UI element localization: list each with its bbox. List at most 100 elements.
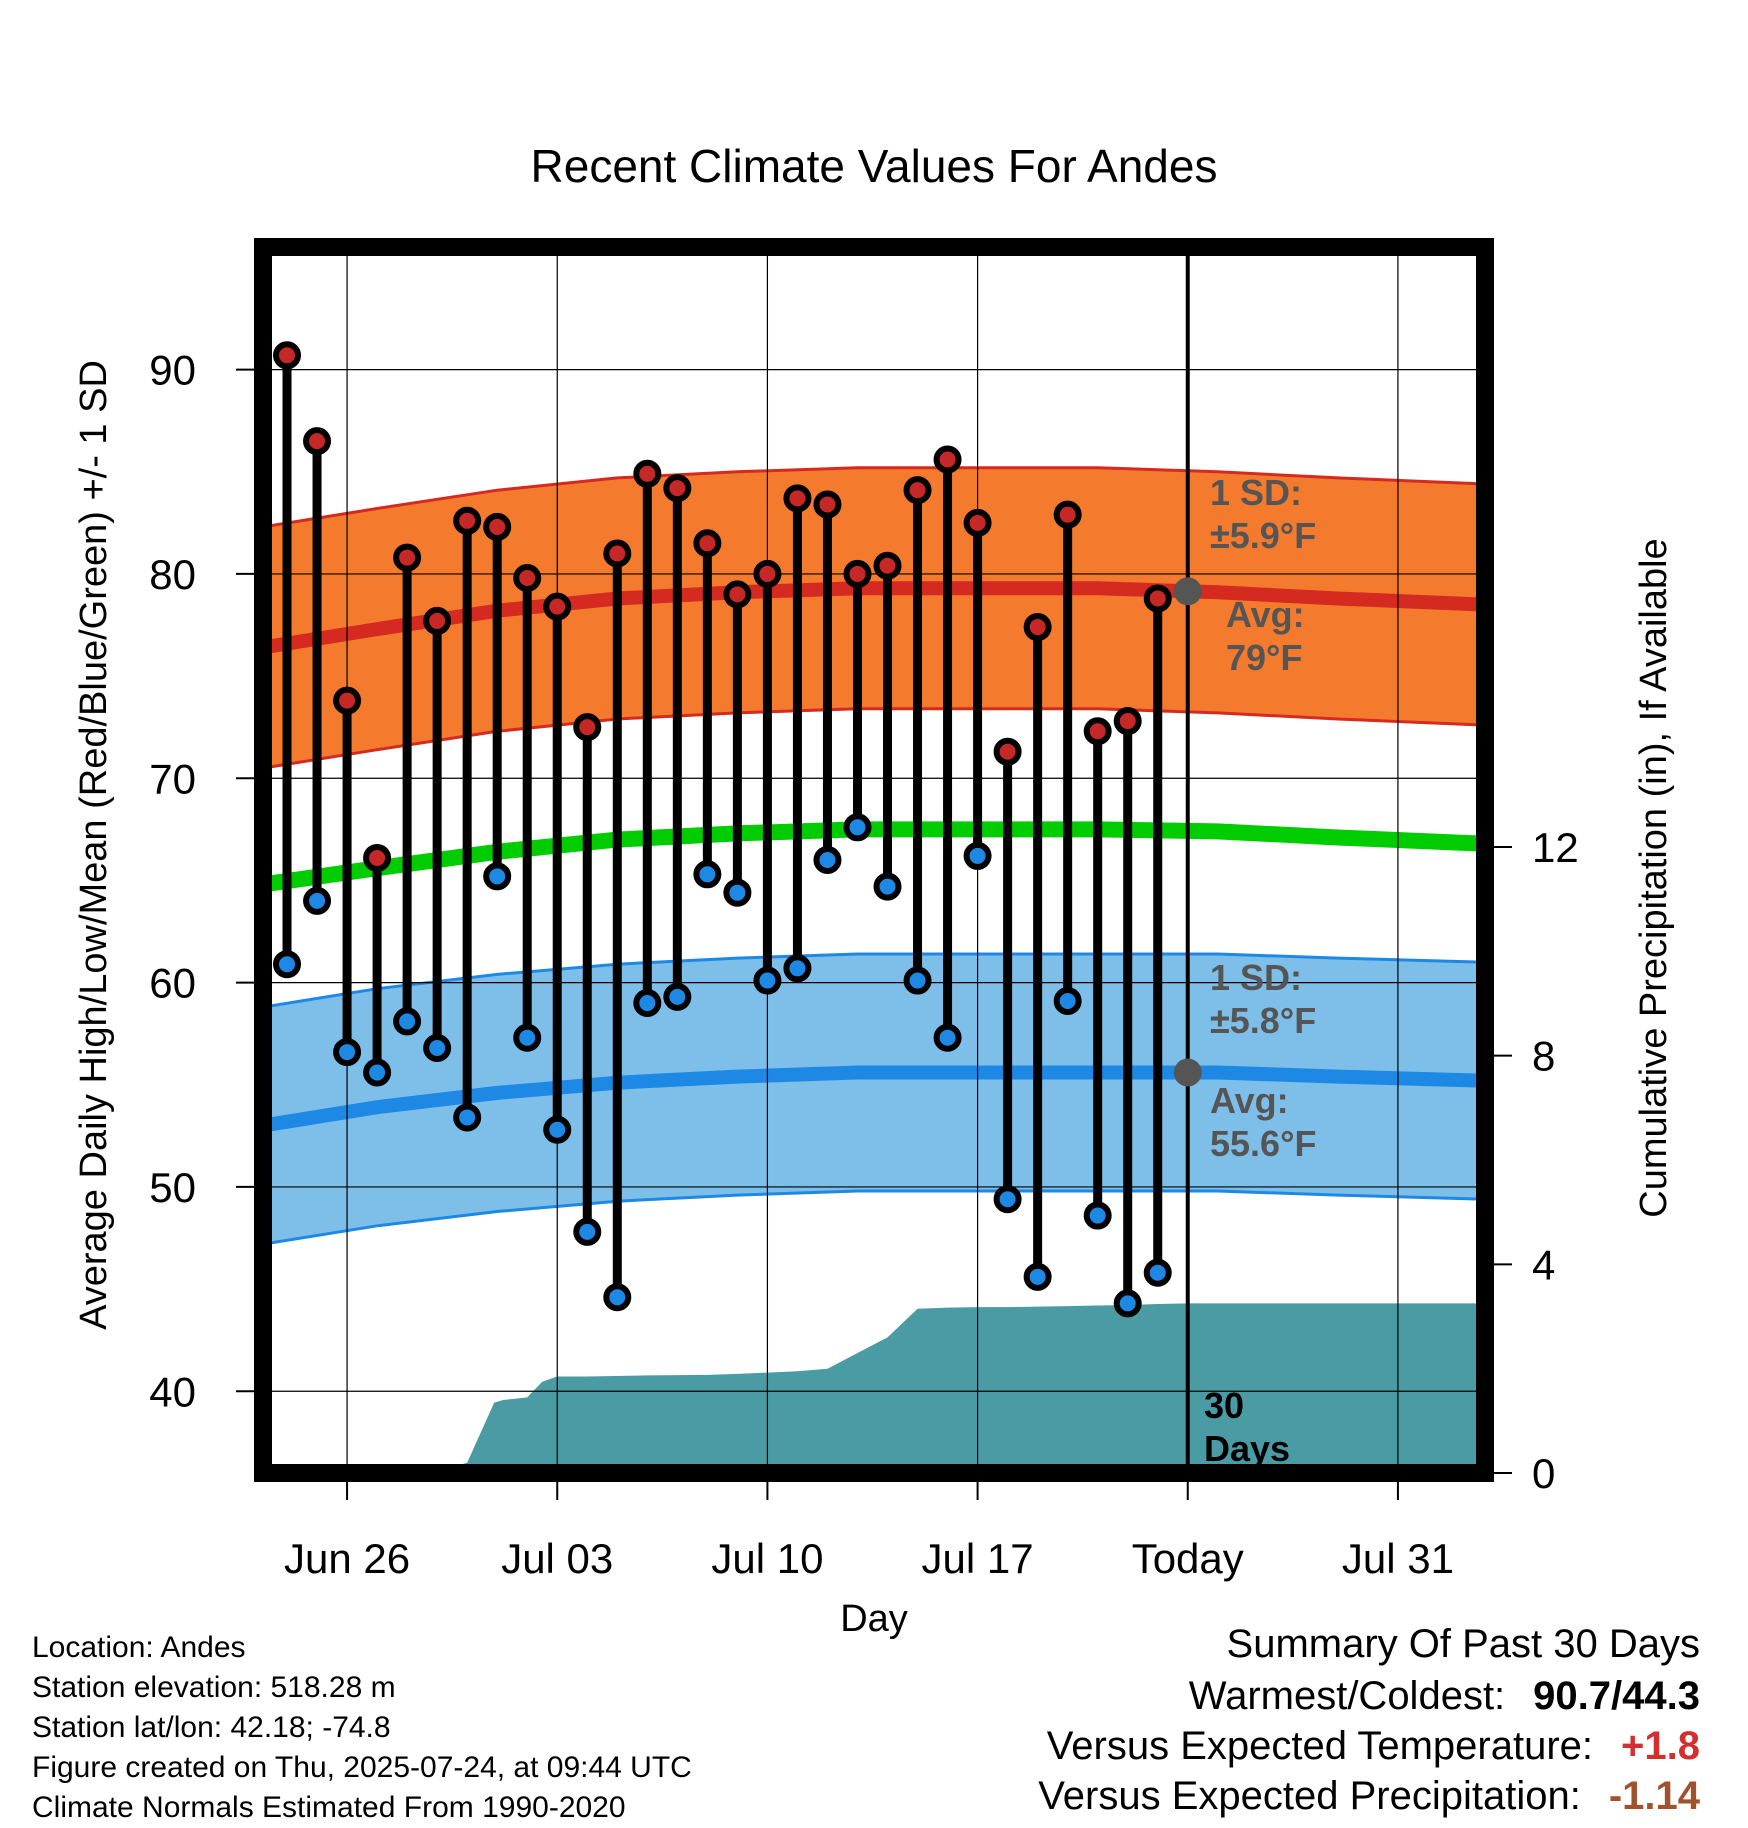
low-sd-lower-edge bbox=[263, 1189, 1485, 1246]
high-sd-annotation-line1: 1 SD: bbox=[1210, 472, 1302, 513]
y-tick-label: 60 bbox=[149, 960, 196, 1007]
mean-avg-line bbox=[263, 821, 1485, 893]
low-sd-upper-edge bbox=[263, 952, 1485, 1009]
high-marker bbox=[1083, 717, 1112, 746]
normals-text: Climate Normals Estimated From 1990-2020 bbox=[32, 1791, 626, 1824]
low-marker bbox=[363, 1058, 392, 1087]
high-marker bbox=[753, 559, 782, 588]
plot-frame bbox=[254, 238, 1494, 1482]
high-marker bbox=[543, 592, 572, 621]
high-marker bbox=[513, 564, 542, 593]
y-axis-label: Average Daily High/Low/Mean (Red/Blue/Gr… bbox=[73, 360, 115, 1330]
low-marker bbox=[273, 950, 302, 979]
low-sd-band bbox=[263, 954, 1485, 1245]
y2-tick-label: 12 bbox=[1532, 824, 1579, 871]
chart-title: Recent Climate Values For Andes bbox=[531, 140, 1218, 192]
high-marker bbox=[1023, 613, 1052, 642]
x-tick-label: Jun 26 bbox=[284, 1535, 410, 1582]
low-marker bbox=[813, 846, 842, 874]
temp-value: +1.8 bbox=[1621, 1724, 1700, 1768]
high-marker bbox=[273, 341, 302, 370]
precip-value: -1.14 bbox=[1608, 1774, 1700, 1818]
low-marker bbox=[483, 862, 512, 891]
high-avg-annotation-line1: Avg: bbox=[1226, 594, 1305, 635]
y-tick-label: 50 bbox=[149, 1164, 196, 1211]
low-marker bbox=[783, 954, 812, 983]
low-marker bbox=[723, 878, 752, 907]
low-marker bbox=[543, 1115, 572, 1144]
high-marker bbox=[873, 551, 902, 580]
latlon-text: Station lat/lon: 42.18; -74.8 bbox=[32, 1711, 391, 1744]
summary-warmest-row: Warmest/Coldest: 90.7/44.3 bbox=[1189, 1674, 1700, 1719]
low-marker bbox=[603, 1283, 632, 1312]
high-marker bbox=[633, 459, 662, 488]
high-marker bbox=[303, 427, 332, 456]
high-marker bbox=[993, 737, 1022, 766]
high-marker bbox=[393, 543, 422, 572]
high-marker bbox=[603, 539, 632, 568]
summary-heading: Summary Of Past 30 Days bbox=[1226, 1622, 1700, 1666]
low-marker bbox=[963, 841, 992, 870]
high-marker bbox=[1113, 707, 1142, 736]
low-marker bbox=[333, 1038, 362, 1067]
y2-tick-label: 8 bbox=[1532, 1033, 1555, 1080]
low-marker bbox=[1113, 1289, 1142, 1318]
low-avg-annotation-line1: Avg: bbox=[1210, 1080, 1289, 1121]
high-avg-marker bbox=[1173, 577, 1202, 606]
elevation-text: Station elevation: 518.28 m bbox=[32, 1671, 396, 1704]
low-marker bbox=[303, 886, 332, 915]
x-tick-label: Jul 31 bbox=[1342, 1535, 1454, 1582]
low-marker bbox=[753, 966, 782, 995]
high-marker bbox=[903, 476, 932, 505]
low-marker bbox=[1083, 1201, 1112, 1230]
summary-temp-row: Versus Expected Temperature: +1.8 bbox=[1047, 1724, 1700, 1769]
summary-precip-row: Versus Expected Precipitation: -1.14 bbox=[1038, 1774, 1700, 1819]
high-marker bbox=[1053, 500, 1082, 529]
warmest-label: Warmest/Coldest: bbox=[1188, 1674, 1506, 1718]
x-tick-label: Today bbox=[1132, 1535, 1244, 1582]
low-avg-annotation-line2: 55.6°F bbox=[1210, 1123, 1316, 1164]
location-text: Location: Andes bbox=[32, 1631, 246, 1664]
y2-tick-label: 0 bbox=[1532, 1450, 1555, 1497]
precip-label: Versus Expected Precipitation: bbox=[1038, 1774, 1581, 1818]
low-avg-marker bbox=[1173, 1058, 1202, 1087]
low-marker bbox=[1023, 1262, 1052, 1291]
high-marker bbox=[663, 474, 692, 503]
high-marker bbox=[363, 843, 392, 872]
high-marker bbox=[573, 713, 602, 742]
high-sd-upper-edge bbox=[263, 466, 1485, 529]
station-info: Location: Andes Station elevation: 518.2… bbox=[32, 1628, 692, 1828]
high-marker bbox=[813, 490, 842, 519]
low-marker bbox=[423, 1033, 452, 1062]
high-marker bbox=[1143, 584, 1172, 613]
low-sd-annotation-line2: ±5.8°F bbox=[1210, 1000, 1316, 1041]
low-marker bbox=[633, 989, 662, 1018]
low-marker bbox=[513, 1023, 542, 1052]
low-marker bbox=[1143, 1258, 1172, 1287]
low-marker bbox=[993, 1185, 1022, 1214]
temp-label: Versus Expected Temperature: bbox=[1046, 1724, 1594, 1768]
created-text: Figure created on Thu, 2025-07-24, at 09… bbox=[32, 1751, 692, 1784]
y2-axis-label: Cumulative Precipitation (in), If Availa… bbox=[1633, 538, 1675, 1217]
high-marker bbox=[783, 484, 812, 513]
y-tick-label: 40 bbox=[149, 1368, 196, 1415]
plot-area bbox=[263, 247, 1485, 1473]
precip-area bbox=[263, 1303, 1485, 1473]
high-avg-annotation-line2: 79°F bbox=[1226, 637, 1302, 678]
low-marker bbox=[393, 1007, 422, 1036]
high-marker bbox=[723, 580, 752, 609]
y-tick-label: 90 bbox=[149, 347, 196, 394]
low-marker bbox=[1053, 986, 1082, 1015]
low-marker bbox=[573, 1217, 602, 1246]
low-marker bbox=[933, 1023, 962, 1052]
y-tick-label: 70 bbox=[149, 755, 196, 802]
high-marker bbox=[843, 559, 872, 588]
high-marker bbox=[423, 606, 452, 635]
axes: 40 50 60 70 80 90 0 4 8 12 Jun 26 Jul 03 Jul 10 Jul 1… bbox=[149, 347, 1578, 1582]
low-marker bbox=[903, 966, 932, 995]
low-marker bbox=[453, 1103, 482, 1132]
low-marker bbox=[873, 872, 902, 901]
high-marker bbox=[453, 506, 482, 535]
high-marker bbox=[963, 508, 992, 537]
